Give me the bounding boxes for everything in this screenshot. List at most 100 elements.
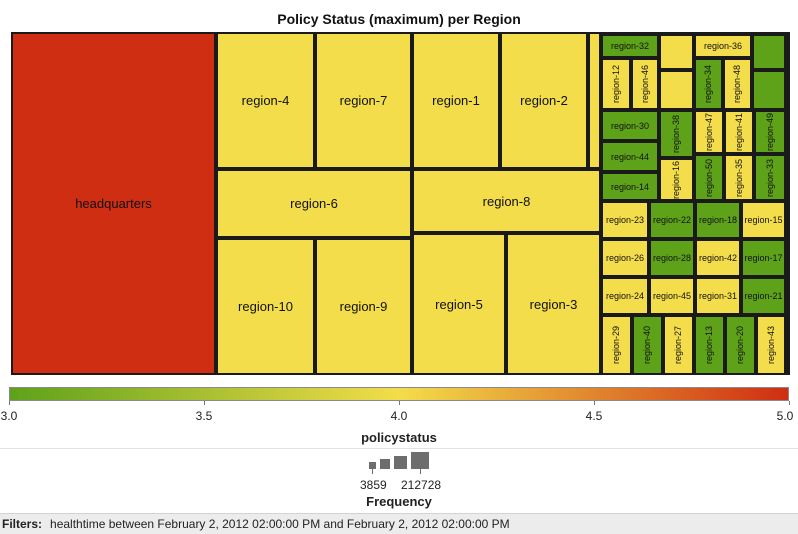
treemap-cell-region-31[interactable]: region-31 (695, 277, 741, 315)
treemap-cell-unlabeled[interactable] (659, 70, 694, 110)
treemap-cell-unlabeled[interactable] (588, 32, 601, 169)
treemap-cell-region-49[interactable]: region-49 (754, 110, 786, 154)
treemap-cell-region-50[interactable]: region-50 (694, 154, 724, 201)
chart-title: Policy Status (maximum) per Region (277, 11, 521, 27)
treemap-cell-region-34[interactable]: region-34 (694, 58, 723, 110)
treemap-cell-region-36[interactable]: region-36 (694, 34, 752, 58)
treemap-cell-region-15[interactable]: region-15 (741, 201, 786, 239)
treemap-cell-region-5[interactable]: region-5 (412, 233, 506, 375)
treemap-cell-label: region-24 (605, 291, 645, 301)
treemap-cell-label: region-42 (698, 253, 738, 263)
treemap-cell-region-22[interactable]: region-22 (649, 201, 695, 239)
treemap-cell-unlabeled[interactable] (752, 70, 786, 110)
treemap-cell-region-30[interactable]: region-30 (601, 110, 659, 141)
treemap-cell-region-45[interactable]: region-45 (649, 277, 695, 315)
size-legend-square-3 (394, 456, 407, 469)
treemap-cell-region-44[interactable]: region-44 (601, 141, 659, 172)
treemap-cell-region-33[interactable]: region-33 (754, 154, 786, 201)
filters-text: healthtime between February 2, 2012 02:0… (50, 517, 510, 531)
treemap-cell-region-18[interactable]: region-18 (695, 201, 741, 239)
color-legend-tick-label: 4.5 (585, 409, 603, 423)
treemap-cell-label: region-26 (605, 253, 645, 263)
color-legend-tick-mark (399, 401, 400, 405)
treemap-cell-label: region-27 (673, 325, 684, 365)
treemap-cell-label: region-15 (744, 215, 783, 225)
treemap-cell-region-10[interactable]: region-10 (216, 238, 315, 375)
treemap-cell-region-21[interactable]: region-21 (741, 277, 786, 315)
treemap-cell-label: region-36 (703, 41, 743, 51)
treemap-cell-region-43[interactable]: region-43 (756, 315, 786, 375)
treemap-cell-label: region-44 (610, 151, 650, 162)
treemap-cell-label: region-16 (671, 160, 682, 199)
treemap-cell-label: region-7 (339, 93, 388, 108)
size-legend-max-label: 212728 (401, 478, 442, 492)
treemap-cell-region-9[interactable]: region-9 (315, 238, 412, 375)
treemap-cell-label: region-34 (703, 64, 714, 104)
color-legend-tick-mark (789, 401, 790, 405)
treemap-cell-label: region-47 (704, 112, 714, 152)
treemap-cell-region-29[interactable]: region-29 (601, 315, 632, 375)
treemap-cell-label: region-6 (290, 196, 338, 211)
treemap-cell-label: region-21 (744, 291, 783, 301)
treemap-cell-region-3[interactable]: region-3 (506, 233, 601, 375)
treemap-cell-label: region-12 (611, 64, 621, 104)
treemap-cell-label: region-33 (765, 158, 775, 197)
color-legend-tick-label: 5.0 (776, 409, 794, 423)
treemap-cell-region-24[interactable]: region-24 (601, 277, 649, 315)
treemap-cell-unlabeled[interactable] (659, 34, 694, 70)
treemap-cell-label: region-17 (744, 253, 783, 263)
treemap-cell-headquarters[interactable]: headquarters (11, 32, 216, 375)
size-legend-min-label: 3859 (360, 478, 387, 492)
treemap-cell-region-2[interactable]: region-2 (500, 32, 588, 169)
color-legend-tick-label: 4.0 (390, 409, 408, 423)
treemap-cell-region-26[interactable]: region-26 (601, 239, 649, 277)
treemap-cell-region-4[interactable]: region-4 (216, 32, 315, 169)
treemap-cell-label: region-45 (652, 291, 692, 301)
color-legend-tick-label: 3.0 (0, 409, 18, 423)
filters-label: Filters: (2, 517, 43, 531)
treemap-cell-label: region-23 (605, 215, 645, 225)
legend-divider (0, 448, 798, 449)
size-legend-title: Frequency (366, 494, 432, 509)
filters-bar: Filters: healthtime between February 2, 2… (0, 513, 798, 534)
size-legend-square-4 (411, 452, 429, 469)
treemap-cell-region-41[interactable]: region-41 (724, 110, 754, 154)
treemap-cell-label: region-13 (704, 325, 715, 365)
treemap-cell-region-28[interactable]: region-28 (649, 239, 695, 277)
treemap-cell-region-12[interactable]: region-12 (601, 58, 631, 110)
treemap-cell-label: region-32 (610, 41, 650, 51)
size-legend-square-1 (369, 462, 376, 469)
treemap-cell-region-32[interactable]: region-32 (601, 34, 659, 58)
treemap-cell-region-27[interactable]: region-27 (663, 315, 694, 375)
color-legend-tick-mark (204, 401, 205, 405)
treemap-cell-label: region-49 (765, 112, 775, 152)
size-legend-square-2 (380, 459, 390, 469)
treemap-cell-region-35[interactable]: region-35 (724, 154, 754, 201)
treemap-cell-region-17[interactable]: region-17 (741, 239, 786, 277)
treemap-cell-region-38[interactable]: region-38 (659, 110, 694, 158)
treemap-cell-region-8[interactable]: region-8 (412, 169, 601, 233)
treemap-cell-region-14[interactable]: region-14 (601, 172, 659, 201)
treemap-cell-region-1[interactable]: region-1 (412, 32, 500, 169)
treemap-cell-label: region-18 (698, 215, 738, 225)
treemap-cell-label: region-46 (640, 64, 650, 104)
treemap-cell-label: region-9 (339, 299, 388, 314)
treemap-cell-region-6[interactable]: region-6 (216, 169, 412, 238)
treemap-cell-region-46[interactable]: region-46 (631, 58, 659, 110)
treemap-cell-region-48[interactable]: region-48 (723, 58, 752, 110)
treemap-cell-label: region-20 (735, 325, 746, 365)
treemap-cell-label: region-50 (704, 158, 714, 197)
treemap-cell-region-23[interactable]: region-23 (601, 201, 649, 239)
treemap-cell-region-16[interactable]: region-16 (659, 158, 694, 201)
treemap-cell-region-13[interactable]: region-13 (694, 315, 725, 375)
treemap-cell-region-47[interactable]: region-47 (694, 110, 724, 154)
treemap-cell-region-40[interactable]: region-40 (632, 315, 663, 375)
treemap-cell-unlabeled[interactable] (752, 34, 786, 70)
treemap-cell-label: region-41 (734, 112, 744, 152)
treemap-cell-label: region-35 (734, 158, 744, 197)
treemap-cell-region-20[interactable]: region-20 (725, 315, 756, 375)
color-legend-title: policystatus (361, 430, 437, 445)
treemap-cell-region-42[interactable]: region-42 (695, 239, 741, 277)
treemap-cell-label: region-8 (482, 193, 531, 209)
treemap-cell-region-7[interactable]: region-7 (315, 32, 412, 169)
